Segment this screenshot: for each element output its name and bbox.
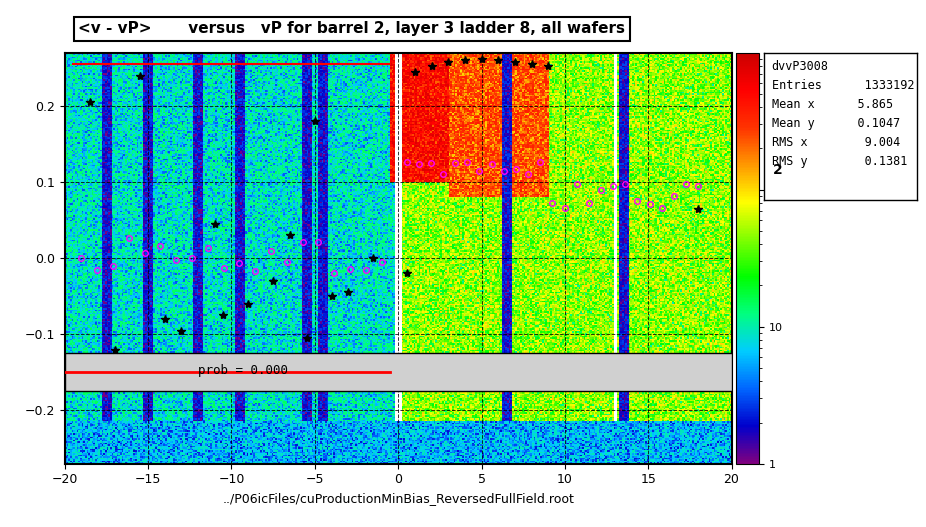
Text: prob = 0.000: prob = 0.000 xyxy=(198,364,288,377)
Text: <v - vP>       versus   vP for barrel 2, layer 3 ladder 8, all wafers: <v - vP> versus vP for barrel 2, layer 3… xyxy=(78,21,625,36)
X-axis label: ../P06icFiles/cuProductionMinBias_ReversedFullField.root: ../P06icFiles/cuProductionMinBias_Revers… xyxy=(222,492,574,505)
Text: dvvP3008
Entries      1333192
Mean x      5.865
Mean y      0.1047
RMS x        : dvvP3008 Entries 1333192 Mean x 5.865 Me… xyxy=(771,60,914,168)
Bar xyxy=(65,354,732,392)
Text: 2: 2 xyxy=(773,163,783,177)
